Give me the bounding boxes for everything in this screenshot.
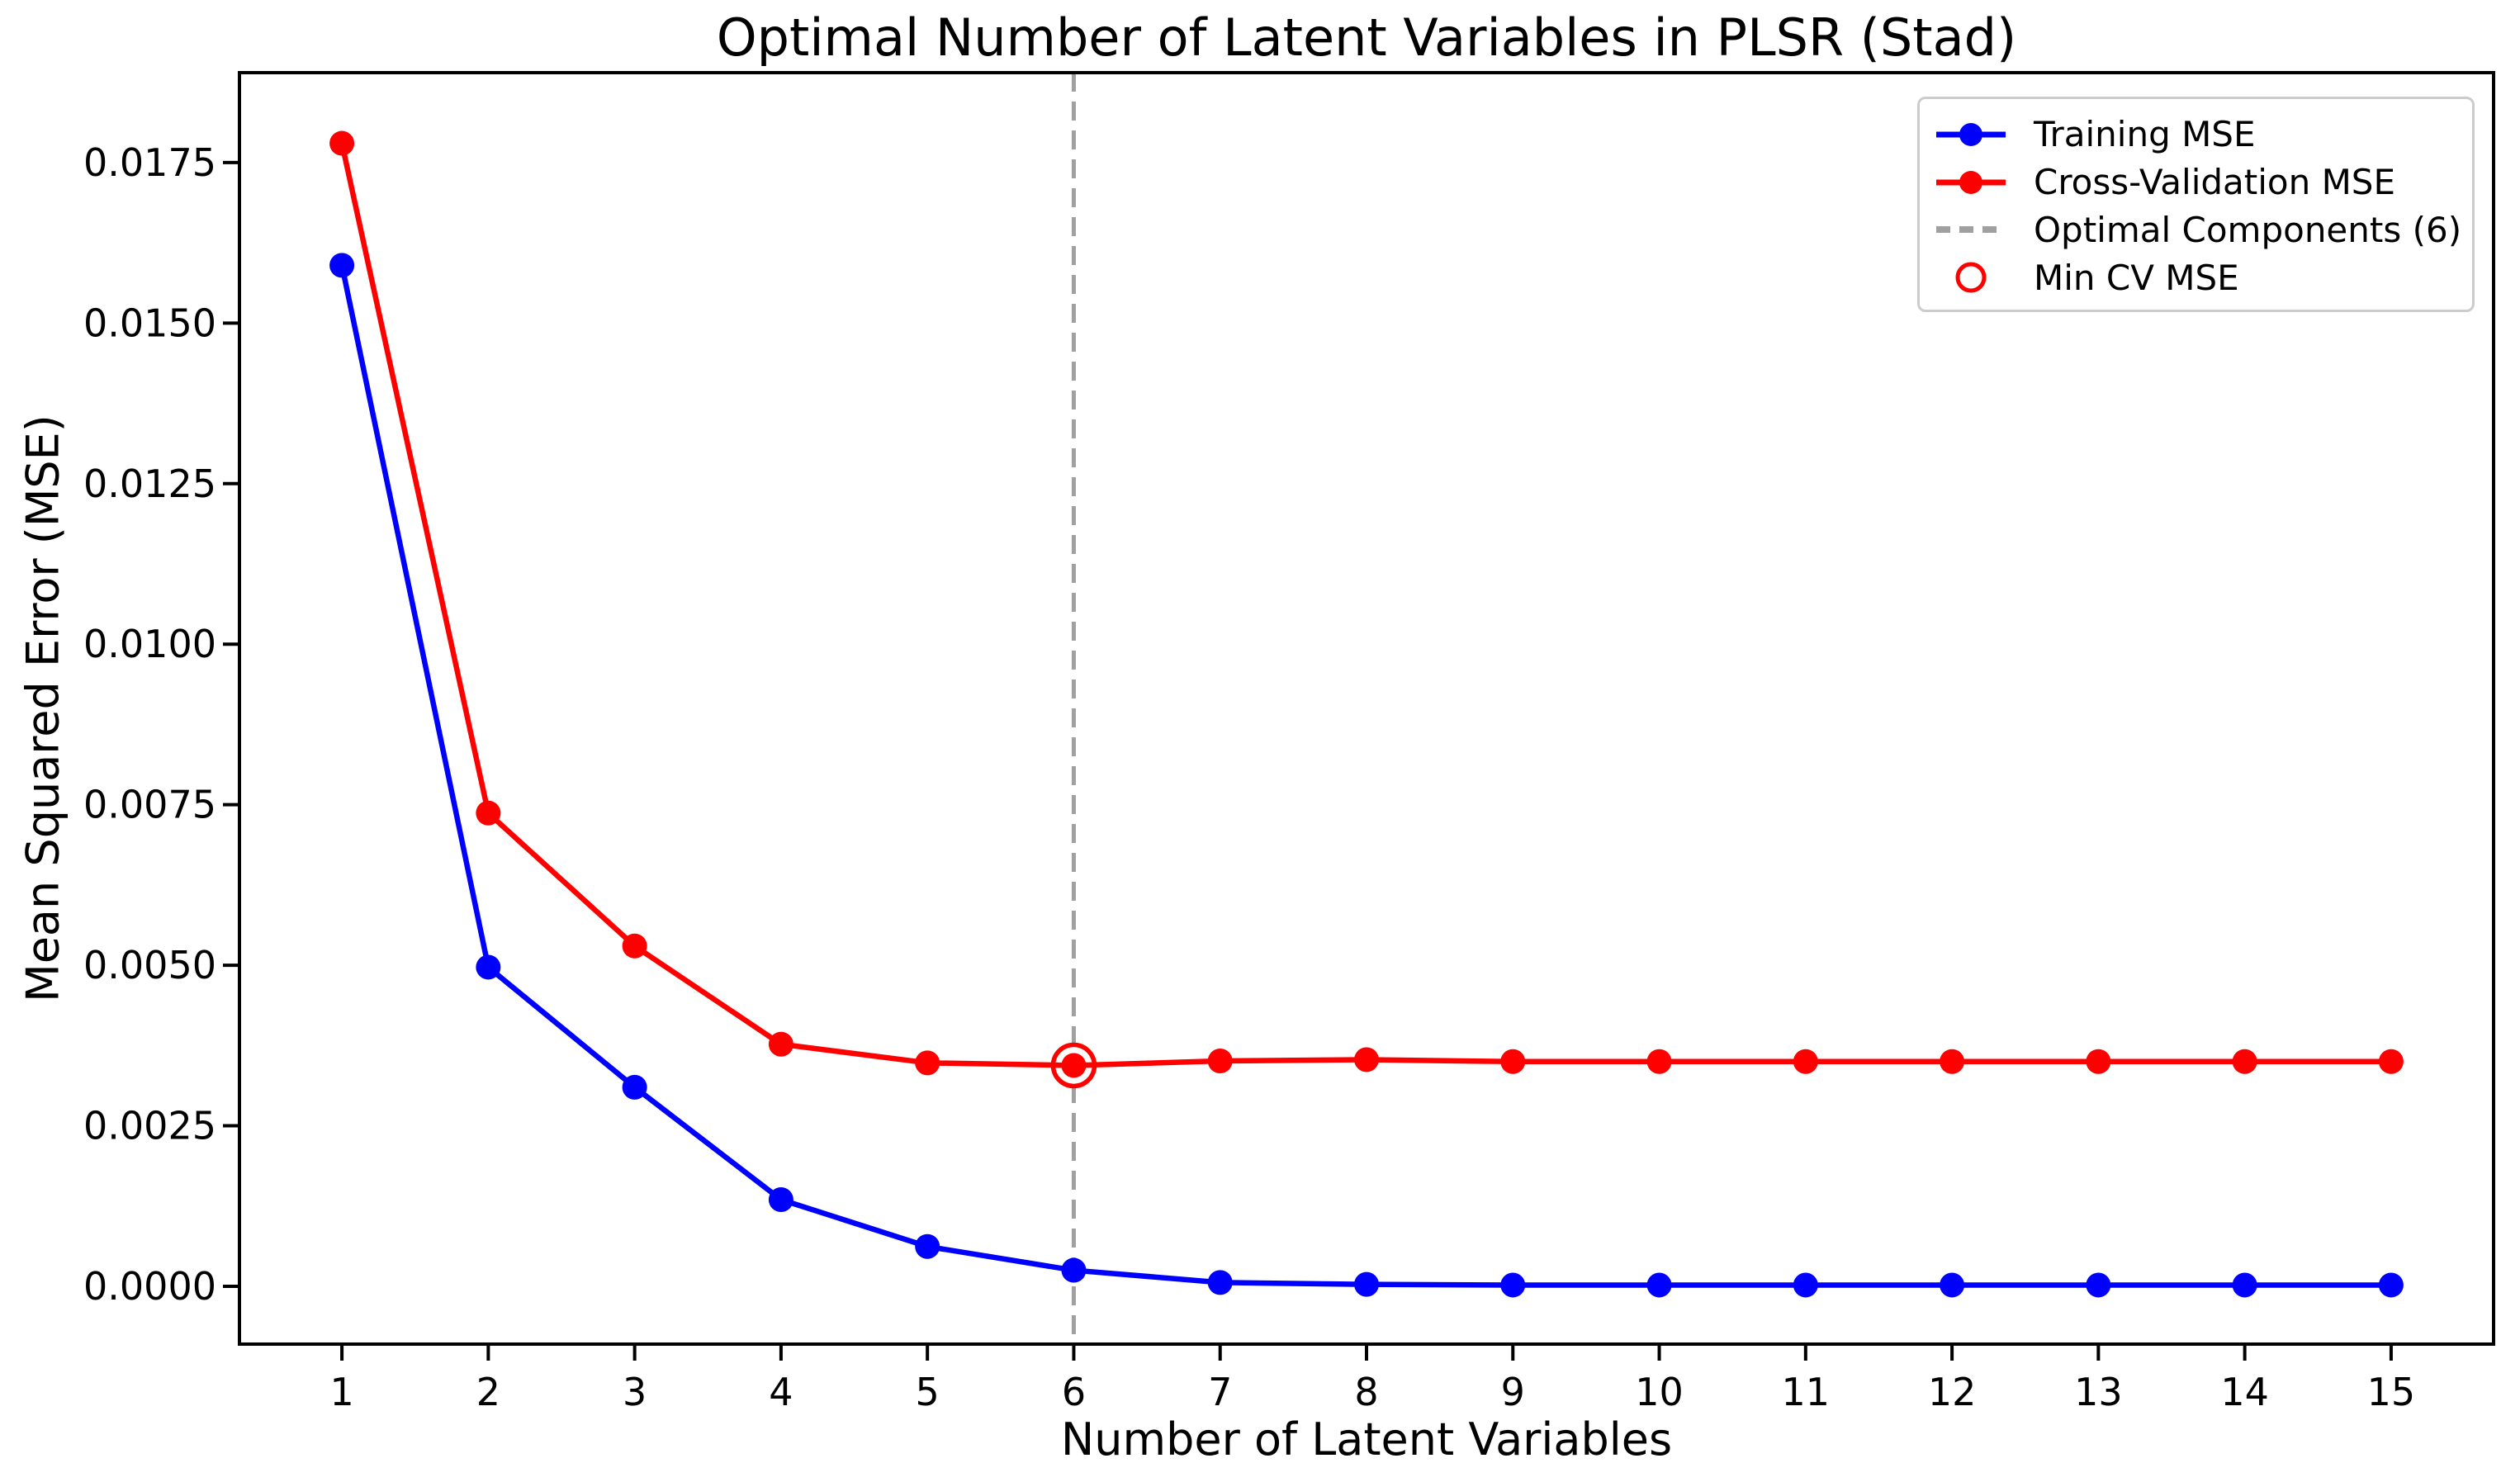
cross-validation-mse-point — [1354, 1047, 1379, 1072]
x-axis-tick-label: 13 — [2074, 1370, 2123, 1414]
cross-validation-mse-point — [1793, 1049, 1818, 1074]
x-axis-label: Number of Latent Variables — [1060, 1413, 1673, 1465]
training-mse-point — [1061, 1257, 1087, 1283]
cross-validation-mse-point — [2086, 1049, 2111, 1074]
cross-validation-mse-point — [1207, 1049, 1233, 1073]
legend-swatch-open-circle-icon — [1955, 262, 1987, 293]
min-cv-mse-ring — [1050, 1042, 1097, 1089]
legend-label: Cross-Validation MSE — [2034, 162, 2396, 203]
x-axis-tick-label: 5 — [916, 1370, 940, 1414]
x-axis-tick-label: 3 — [623, 1370, 647, 1414]
training-mse-point — [2086, 1272, 2111, 1298]
legend-item-optimal-components-6-: Optimal Components (6) — [1933, 206, 2461, 254]
cross-validation-mse-point — [1646, 1049, 1672, 1074]
training-mse-line — [339, 263, 2394, 1288]
cross-validation-mse-point — [622, 933, 647, 959]
training-mse-point — [1793, 1272, 1818, 1298]
training-mse-point — [1207, 1270, 1233, 1295]
x-axis-tick-label: 4 — [769, 1370, 793, 1414]
y-axis-tick-label: 0.0075 — [83, 783, 216, 827]
x-axis-tick-label: 8 — [1354, 1370, 1378, 1414]
training-mse-point — [1940, 1272, 1965, 1298]
y-axis-tick-label: 0.0100 — [83, 622, 216, 666]
training-mse-point — [476, 954, 501, 980]
cross-validation-mse-point — [2378, 1049, 2404, 1074]
x-axis-tick-label: 11 — [1782, 1370, 1831, 1414]
legend-swatch-line-dot-icon — [1936, 122, 2006, 146]
chart-title: Optimal Number of Latent Variables in PL… — [716, 7, 2017, 68]
x-axis-tick-label: 6 — [1062, 1370, 1086, 1414]
y-axis-tick-label: 0.0050 — [83, 943, 216, 987]
training-mse-point — [1354, 1271, 1379, 1297]
x-axis-tick-label: 10 — [1635, 1370, 1684, 1414]
x-axis-tick-label: 7 — [1208, 1370, 1232, 1414]
training-mse-point — [329, 253, 355, 278]
x-axis-tick-label: 12 — [1928, 1370, 1977, 1414]
legend-label: Optimal Components (6) — [2034, 209, 2462, 250]
training-mse-point — [1500, 1272, 1526, 1298]
training-mse-point — [768, 1187, 793, 1212]
x-axis-tick-label: 15 — [2367, 1370, 2416, 1414]
training-mse-point — [1646, 1272, 1672, 1298]
y-axis-label: Mean Squared Error (MSE) — [17, 414, 69, 1002]
legend-item-min-cv-mse: Min CV MSE — [1933, 253, 2457, 301]
cross-validation-mse-point — [1500, 1049, 1526, 1074]
legend-item-training-mse: Training MSE — [1933, 111, 2457, 159]
x-axis-tick-label: 9 — [1501, 1370, 1525, 1414]
y-axis-tick-label: 0.0125 — [83, 462, 216, 506]
cross-validation-mse-point — [915, 1050, 940, 1076]
legend: Training MSE Cross-Validation MSE Optimal … — [1917, 97, 2475, 312]
cross-validation-mse-point — [768, 1031, 793, 1057]
legend-label: Training MSE — [2034, 114, 2256, 155]
y-axis-tick-label: 0.0150 — [83, 301, 216, 345]
y-axis-tick-label: 0.0025 — [83, 1104, 216, 1148]
x-axis-tick-label: 1 — [329, 1370, 353, 1414]
training-mse-point — [2378, 1272, 2404, 1298]
training-mse-point — [2232, 1272, 2257, 1298]
legend-swatch-line-dot-icon — [1936, 170, 2006, 194]
y-axis-tick-label: 0.0000 — [83, 1264, 216, 1309]
cross-validation-mse-point — [329, 130, 355, 156]
x-axis-tick-label: 2 — [476, 1370, 500, 1414]
training-mse-point — [622, 1074, 647, 1100]
y-axis-tick-label: 0.0175 — [83, 140, 216, 185]
legend-label: Min CV MSE — [2034, 257, 2239, 298]
training-mse-point — [915, 1233, 940, 1259]
cross-validation-mse-point — [1940, 1049, 1965, 1074]
x-axis-tick-label: 14 — [2220, 1370, 2269, 1414]
cross-validation-mse-point — [2232, 1049, 2257, 1074]
legend-item-cross-validation-mse: Cross-Validation MSE — [1933, 159, 2457, 206]
legend-swatch-dashed-line-icon — [1936, 226, 2006, 234]
cross-validation-mse-point — [476, 800, 501, 826]
cross-validation-mse-point — [1061, 1053, 1087, 1078]
